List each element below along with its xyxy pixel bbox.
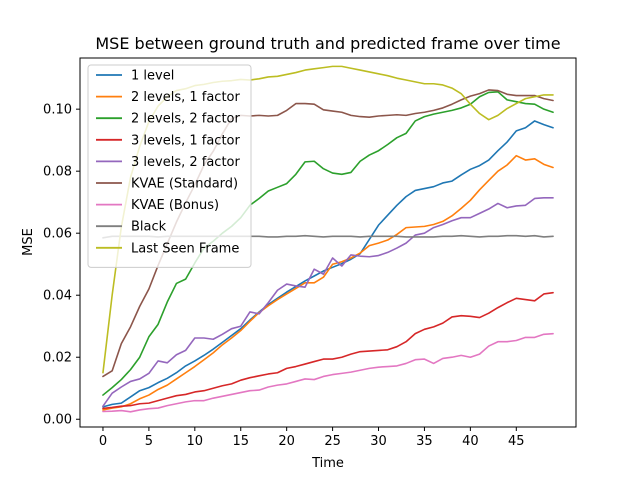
legend-label: 3 levels, 1 factor xyxy=(131,133,240,148)
legend-item: KVAE (Standard) xyxy=(96,177,238,192)
legend-item: 1 level xyxy=(96,69,174,84)
x-axis: 0 5 10 15 20 25 30 35 40 45 xyxy=(99,427,525,449)
legend-label: Last Seen Frame xyxy=(131,241,239,256)
x-tick-label: 25 xyxy=(324,434,341,449)
plot-frame xyxy=(79,57,577,428)
y-tick-label: 0.00 xyxy=(43,413,72,428)
y-tick-label: 0.10 xyxy=(43,103,72,118)
legend-item: Last Seen Frame xyxy=(96,241,239,256)
series-line-2 xyxy=(102,154,554,411)
x-axis-label: Time xyxy=(311,456,344,471)
legend-box xyxy=(87,64,252,268)
x-tick-label: 10 xyxy=(187,434,204,449)
x-tick-label: 15 xyxy=(232,434,249,449)
series-line-5 xyxy=(102,197,554,408)
legend-label: KVAE (Bonus) xyxy=(131,198,219,213)
y-axis: 0.00 0.02 0.04 0.06 0.08 0.10 xyxy=(43,103,80,428)
x-tick-label: 35 xyxy=(416,434,433,449)
legend-label: KVAE (Standard) xyxy=(131,177,238,192)
series-line-7 xyxy=(102,332,554,413)
x-tick-label: 40 xyxy=(462,434,479,449)
y-tick-label: 0.06 xyxy=(43,227,72,242)
legend-item: 3 levels, 2 factor xyxy=(96,155,240,170)
chart-title: MSE between ground truth and predicted f… xyxy=(95,34,560,53)
x-tick-label: 5 xyxy=(145,434,153,449)
y-axis-label: MSE xyxy=(21,228,36,256)
legend-label: 2 levels, 1 factor xyxy=(131,90,240,105)
series-line-3 xyxy=(102,91,554,396)
x-tick-label: 30 xyxy=(370,434,387,449)
legend-item: KVAE (Bonus) xyxy=(96,198,219,213)
legend-label: 1 level xyxy=(131,69,174,84)
legend-item: 2 levels, 2 factor xyxy=(96,112,240,127)
legend-label: 2 levels, 2 factor xyxy=(131,112,240,127)
series-line-4 xyxy=(102,291,554,410)
x-tick-label: 0 xyxy=(99,434,107,449)
y-tick-label: 0.08 xyxy=(43,165,72,180)
x-tick-label: 45 xyxy=(508,434,525,449)
legend: 1 level 2 levels, 1 factor 2 levels, 2 fac… xyxy=(87,64,252,268)
legend-item: 2 levels, 1 factor xyxy=(96,90,240,105)
legend-label: 3 levels, 2 factor xyxy=(131,155,240,170)
legend-item: Black xyxy=(96,220,167,235)
x-tick-label: 20 xyxy=(278,434,295,449)
y-tick-label: 0.02 xyxy=(43,351,72,366)
series-line-1 xyxy=(102,120,554,408)
legend-label: Black xyxy=(131,220,167,235)
legend-item: 3 levels, 1 factor xyxy=(96,133,240,148)
y-tick-label: 0.04 xyxy=(43,289,72,304)
